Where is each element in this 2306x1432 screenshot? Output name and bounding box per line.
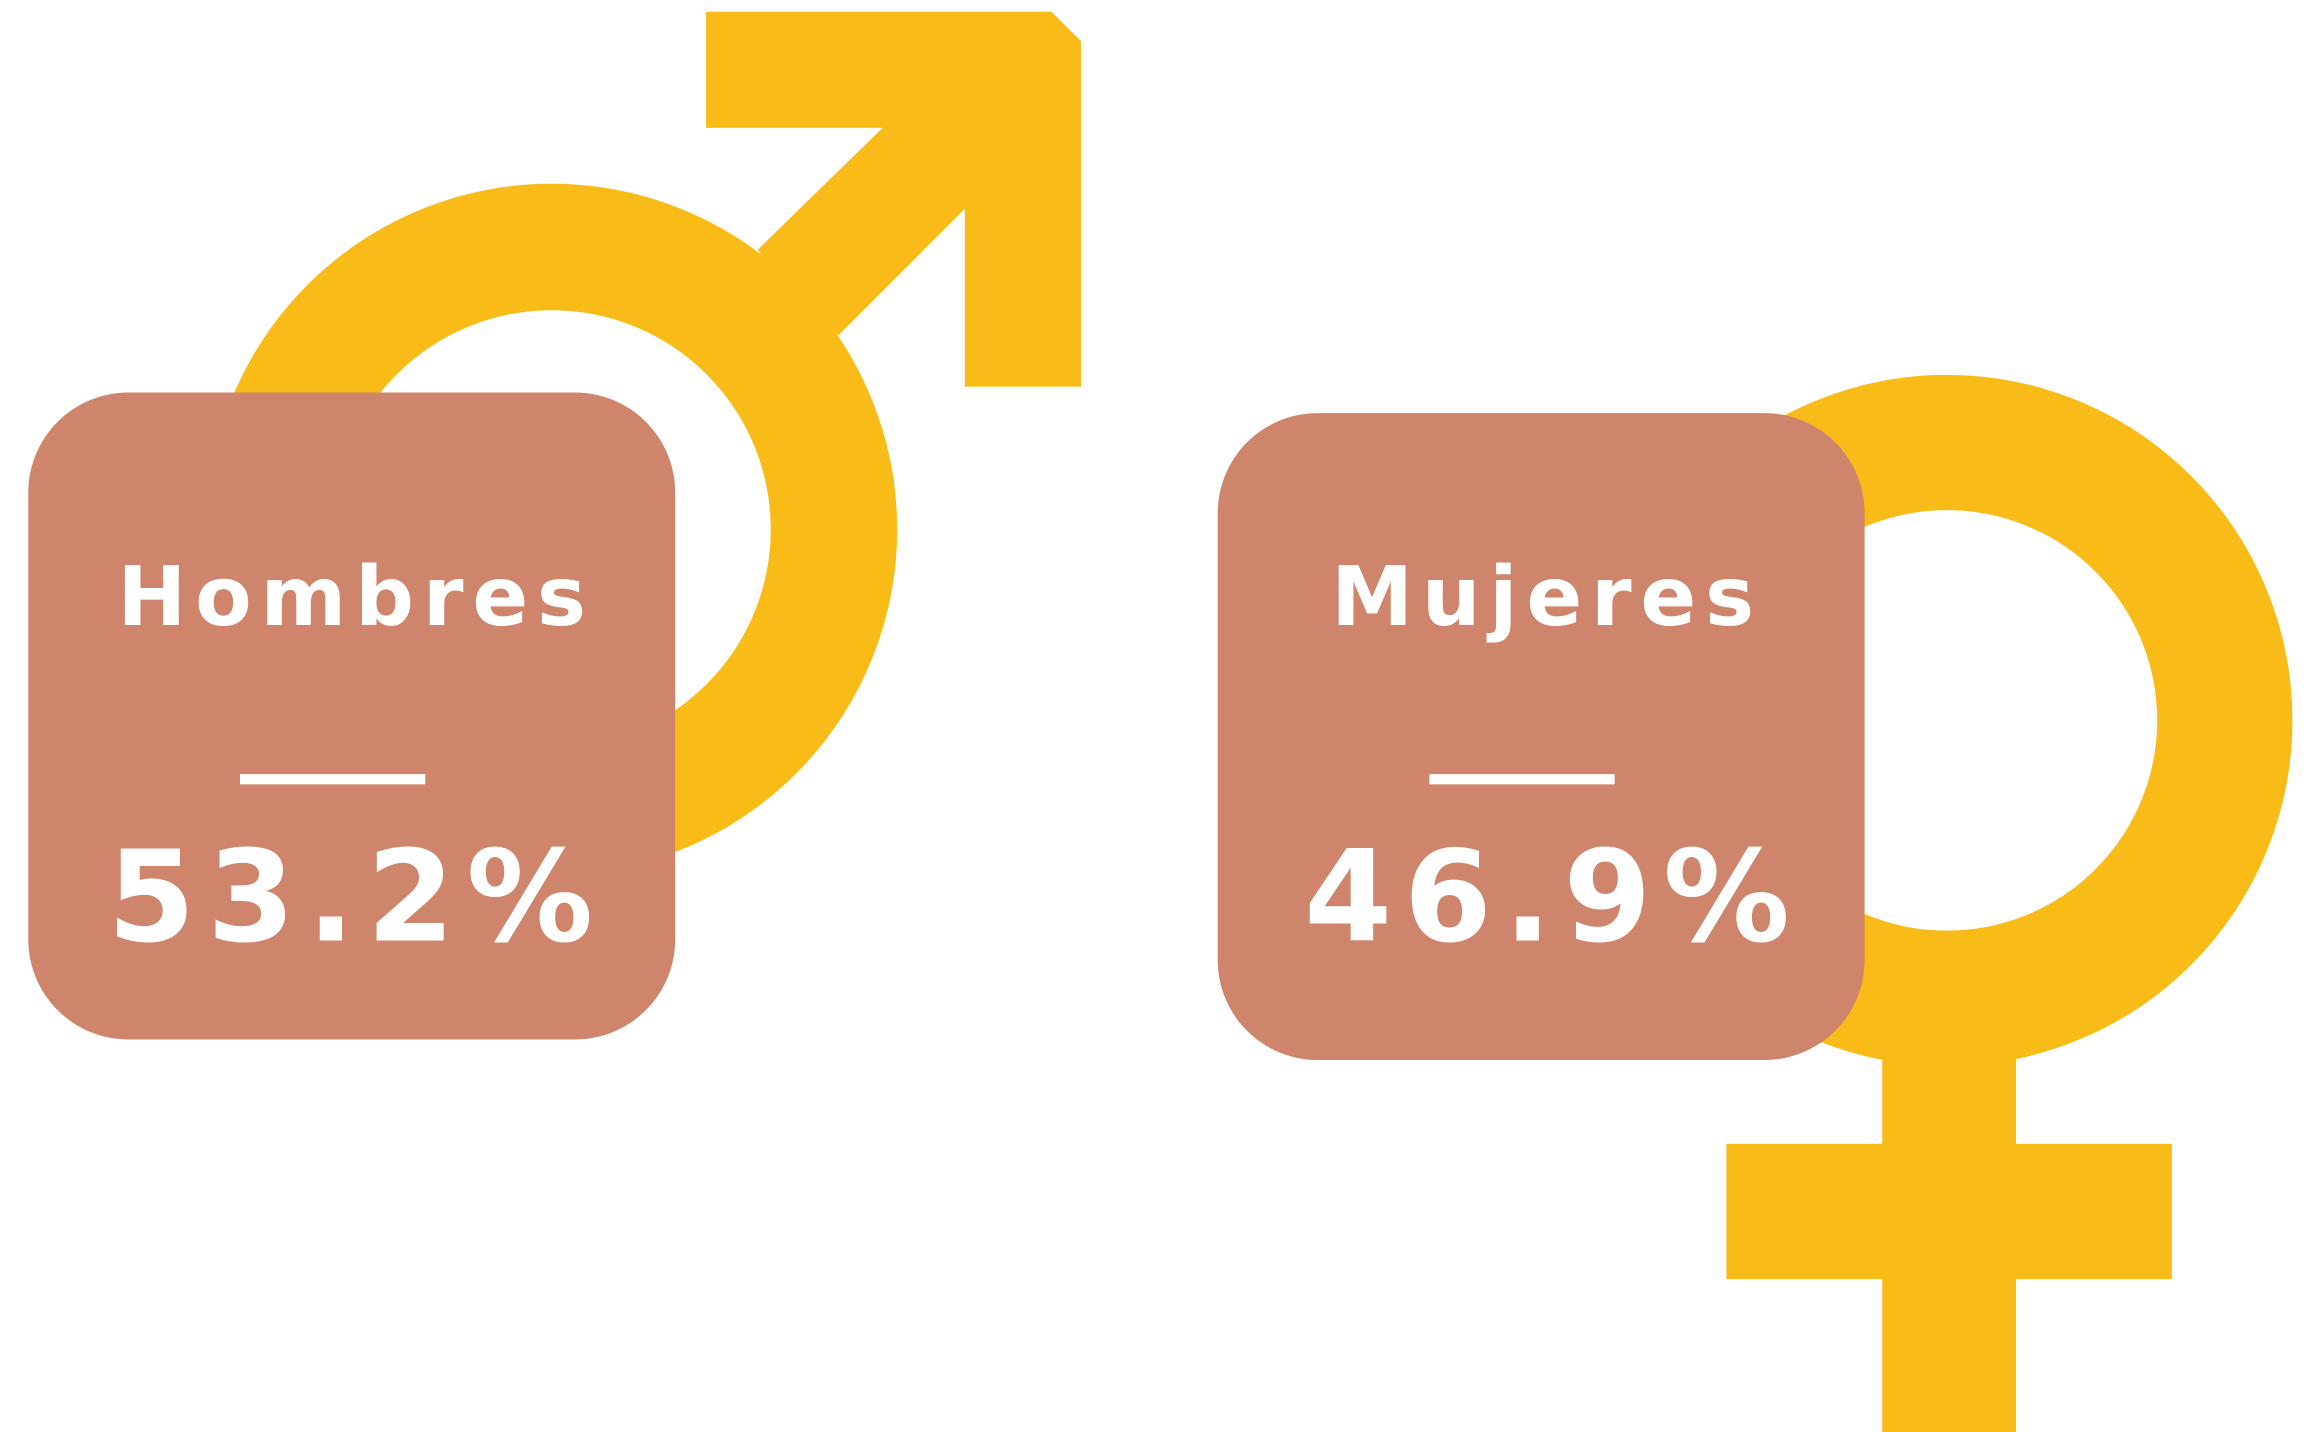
card-men: Hombres 53.2% (28, 392, 676, 1040)
card-value: 46.9% (1304, 823, 1801, 970)
card-label: Hombres (117, 550, 594, 645)
male-arrow (706, 11, 1081, 387)
card-background (28, 392, 676, 1040)
card-background (1217, 413, 1865, 1061)
card-women: Mujeres 46.9% (1217, 413, 1865, 1061)
female-crossbar (1726, 1143, 2172, 1280)
card-value: 53.2% (107, 823, 604, 970)
card-label: Mujeres (1331, 550, 1763, 645)
